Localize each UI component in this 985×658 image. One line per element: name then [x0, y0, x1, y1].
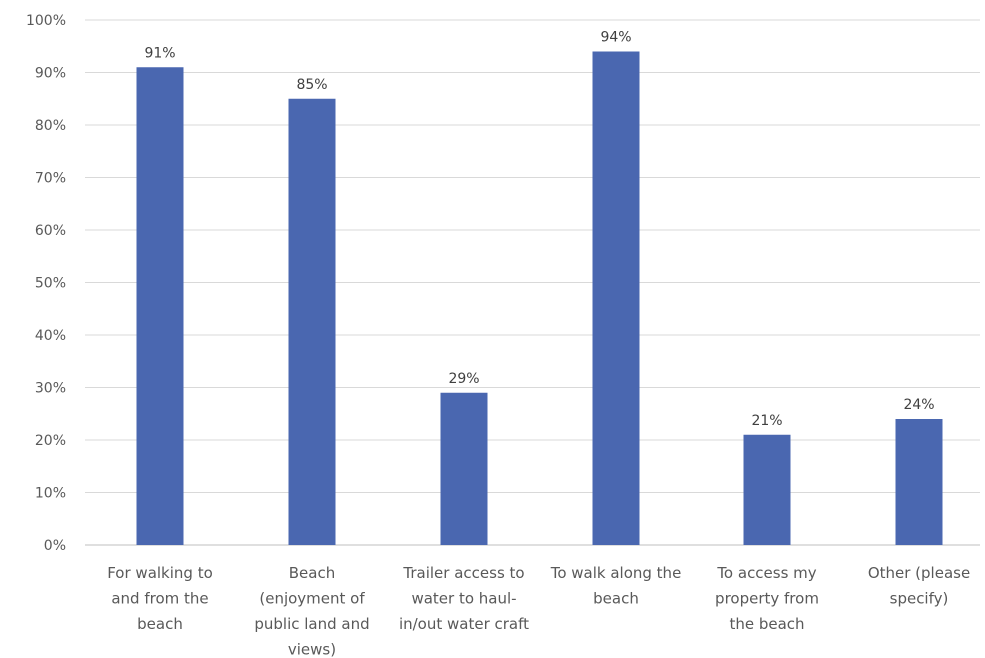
x-category-label-line: beach — [137, 615, 183, 633]
x-category-label: Other (please specify) — [868, 564, 970, 608]
x-category-label-line: public land and — [254, 615, 369, 633]
x-category-label-line: beach — [593, 590, 639, 608]
y-tick-label: 10% — [35, 486, 66, 502]
data-label: 94% — [600, 30, 631, 46]
y-tick-label: 60% — [35, 223, 66, 239]
data-label: 24% — [903, 397, 934, 413]
x-category-label-line: the beach — [729, 615, 804, 633]
data-label: 29% — [448, 371, 479, 387]
y-tick-label: 70% — [35, 171, 66, 187]
x-category-label-line: in/out water craft — [399, 615, 529, 633]
x-category-label: Beach (enjoyment of public land and views) — [254, 564, 369, 658]
x-category-label-line: Trailer access to — [402, 564, 524, 582]
y-tick-label: 30% — [35, 381, 66, 397]
data-label: 21% — [751, 413, 782, 429]
x-category-label-line: property from — [715, 590, 819, 608]
x-category-label-line: (enjoyment of — [259, 590, 365, 608]
bar — [440, 392, 488, 545]
data-label: 85% — [296, 77, 327, 93]
x-category-label-line: specify) — [890, 590, 949, 608]
bar — [136, 67, 184, 545]
x-category-label-line: To access my — [716, 564, 816, 582]
x-category-label-line: views) — [288, 641, 336, 658]
y-tick-label: 100% — [26, 13, 66, 29]
y-tick-label: 90% — [35, 66, 66, 82]
y-tick-label: 80% — [35, 118, 66, 134]
x-category-label-line: For walking to — [107, 564, 213, 582]
x-category-label: To walk along the beach — [550, 564, 682, 608]
bar — [592, 51, 640, 545]
x-category-label-line: Beach — [289, 564, 335, 582]
bar — [288, 98, 336, 545]
y-tick-label: 0% — [44, 538, 66, 554]
y-tick-label: 40% — [35, 328, 66, 344]
y-tick-label: 50% — [35, 276, 66, 292]
x-category-label: For walking to and from the beach — [107, 564, 213, 633]
y-tick-label: 20% — [35, 433, 66, 449]
bar — [895, 419, 943, 545]
x-category-label-line: water to haul- — [411, 590, 516, 608]
x-category-label-line: and from the — [111, 590, 208, 608]
x-category-label-line: Other (please — [868, 564, 970, 582]
data-label: 91% — [144, 45, 175, 61]
x-category-label-line: To walk along the — [550, 564, 682, 582]
x-category-label: To access my property from the beach — [715, 564, 819, 633]
x-category-label: Trailer access to water to haul-in/out wa… — [399, 564, 529, 633]
bar — [743, 434, 791, 545]
